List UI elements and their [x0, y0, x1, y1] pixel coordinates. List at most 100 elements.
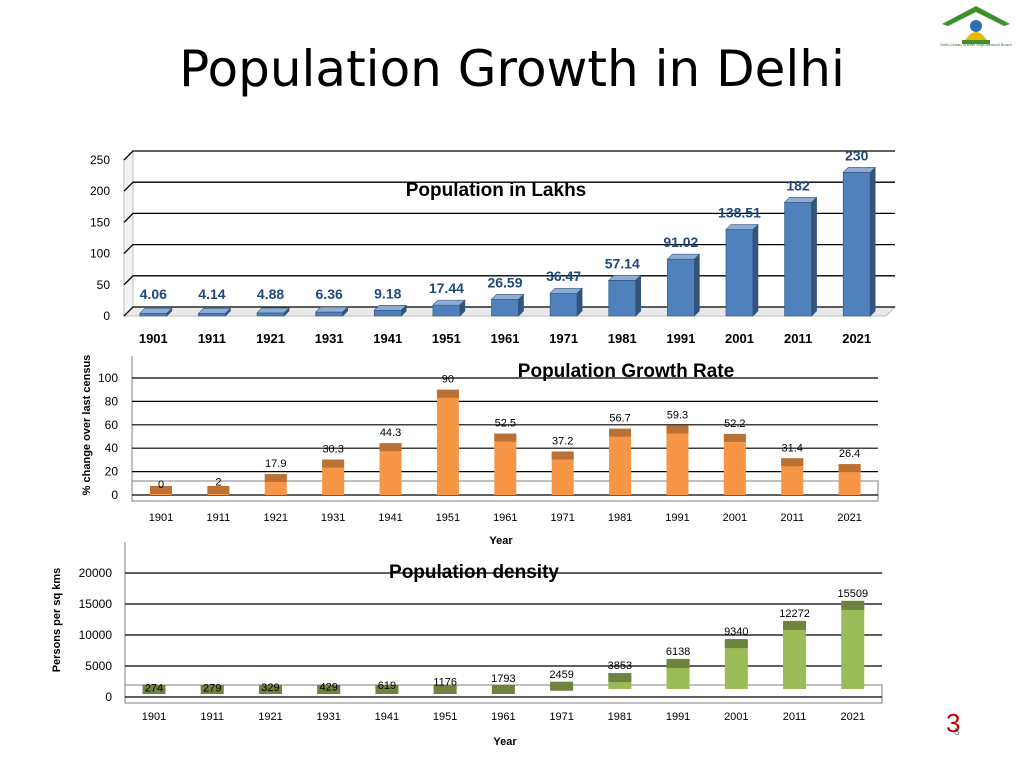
data-label: 37.2 [552, 435, 573, 447]
x-tick-label: 1941 [373, 331, 402, 346]
x-tick-label: 1961 [491, 711, 515, 723]
bar-side [518, 293, 524, 317]
data-label: 31.4 [782, 442, 803, 454]
y-tick-label: 0 [111, 488, 118, 502]
page-number: 3 [946, 708, 961, 738]
bar [841, 600, 865, 689]
chart-title: Population in Lakhs [406, 180, 587, 201]
bar [724, 639, 748, 689]
bar [784, 202, 812, 317]
data-label: 56.7 [609, 413, 630, 425]
bar-top [207, 486, 230, 494]
x-tick-label: 1911 [198, 331, 226, 346]
bar [667, 258, 695, 317]
y-tick-label: 20 [105, 465, 119, 479]
bar-top [264, 474, 287, 483]
x-tick-label: 1951 [433, 711, 457, 723]
y-tick-label: 60 [105, 418, 119, 432]
x-axis-label: Year [493, 736, 517, 748]
bar-top [841, 600, 865, 610]
y-tick-label: 80 [105, 394, 119, 408]
bar [781, 458, 804, 495]
bar-top [200, 685, 224, 694]
bar [723, 433, 746, 495]
data-label: 3853 [608, 660, 632, 672]
x-tick-label: 2021 [837, 512, 861, 524]
bar [379, 443, 402, 495]
data-label: 30.3 [322, 444, 343, 456]
bar-side [752, 223, 759, 317]
data-label: 1176 [433, 677, 457, 689]
bar-top [550, 681, 574, 691]
bar-side [225, 307, 231, 317]
data-label: 4.06 [140, 286, 167, 302]
bar-top [609, 428, 632, 437]
x-axis-label: Year [489, 535, 513, 547]
data-label: 57.14 [605, 255, 640, 271]
bar [551, 451, 574, 495]
x-tick-label: 2011 [784, 331, 812, 346]
data-label: 2459 [549, 669, 573, 681]
bar-side [576, 287, 583, 317]
bar-side [342, 306, 348, 317]
data-label: 279 [203, 682, 221, 694]
page-number-small: 3 [954, 727, 960, 738]
bar-top [433, 685, 457, 694]
data-label: 59.3 [667, 410, 688, 422]
data-label: 36.47 [546, 268, 581, 284]
y-tick-label: 0 [105, 690, 112, 704]
x-tick-label: 2001 [723, 512, 747, 524]
x-tick-label: 1931 [321, 512, 345, 524]
bar-top [724, 639, 748, 649]
data-label: 52.5 [495, 418, 516, 430]
bar-side [811, 196, 817, 317]
data-label: 429 [320, 681, 338, 693]
logo-caption: Delhi Urban Shelter Improvement Board [940, 42, 1012, 47]
dusib-logo [942, 6, 1010, 44]
y-tick-label: 100 [90, 247, 110, 261]
x-tick-label: 1931 [316, 711, 340, 723]
x-tick-label: 1951 [436, 512, 460, 524]
data-label: 9.18 [374, 285, 401, 301]
bar-side [459, 299, 466, 317]
x-tick-label: 1971 [549, 711, 573, 723]
gridline [123, 150, 895, 161]
data-label: 6138 [666, 646, 690, 658]
data-label: 182 [786, 177, 810, 193]
y-tick-label: 50 [97, 278, 111, 292]
x-tick-label: 1991 [665, 512, 689, 524]
bar-side [635, 274, 642, 317]
bar-top [322, 459, 345, 468]
data-label: 6.36 [316, 286, 343, 302]
data-label: 15509 [837, 588, 868, 600]
data-label: 91.02 [663, 234, 698, 250]
bar-top [838, 464, 861, 473]
y-tick-label: 150 [90, 215, 110, 229]
bar-top [666, 425, 689, 434]
bar-top [723, 433, 746, 442]
data-label: 4.88 [257, 286, 284, 302]
y-tick-label: 0 [103, 309, 110, 323]
bar [609, 428, 632, 495]
data-label: 17.9 [265, 458, 286, 470]
x-tick-label: 1981 [608, 331, 637, 346]
y-tick-label: 5000 [85, 659, 112, 673]
bar-top [436, 389, 459, 398]
data-label: 4.14 [198, 286, 225, 302]
bar-top [317, 685, 341, 694]
bar [608, 280, 637, 317]
y-tick-label: 10000 [79, 628, 113, 642]
gridline [123, 212, 895, 223]
data-label: 1793 [491, 673, 515, 685]
x-tick-label: 1921 [264, 512, 288, 524]
bar [494, 433, 517, 495]
bar-side [694, 253, 700, 317]
bar-side [283, 307, 290, 317]
data-label: 9340 [724, 626, 748, 638]
y-tick-label: 250 [90, 153, 110, 167]
bar-top [150, 486, 172, 494]
x-tick-label: 1961 [491, 331, 520, 346]
bar-top [781, 458, 804, 467]
